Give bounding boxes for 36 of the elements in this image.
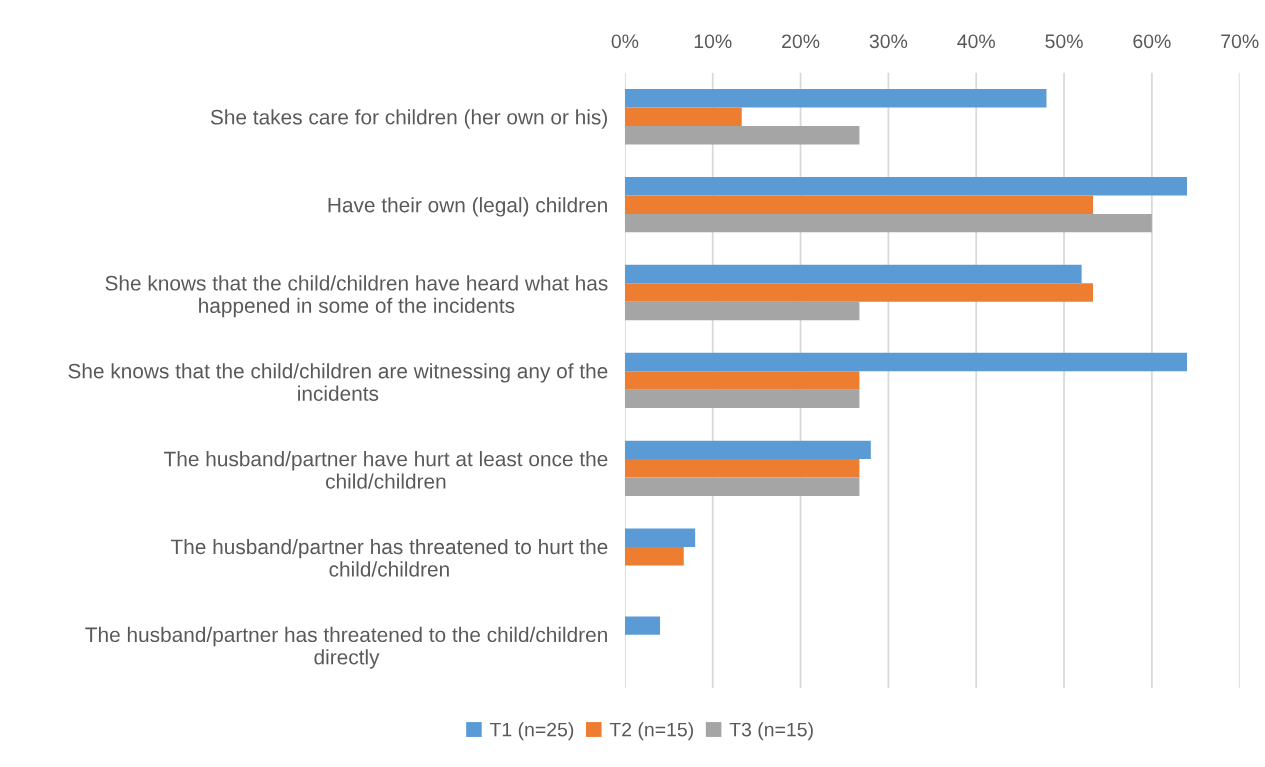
bar	[624, 195, 1094, 214]
bar	[624, 107, 742, 127]
y-tick-label: She knows that the child/children are witnessing any of the incidents	[68, 363, 608, 401]
bar	[624, 546, 684, 566]
bar	[624, 389, 860, 409]
y-tick-label: The husband/partner has threatened to hurt the child/children	[170, 538, 608, 577]
x-tick-label: 50%	[1045, 34, 1083, 49]
x-tick-label: 30%	[869, 34, 908, 49]
x-tick-label: 70%	[1221, 34, 1259, 49]
bar	[624, 264, 1082, 284]
x-tick-label: 0%	[611, 34, 639, 49]
x-tick-label: 40%	[957, 34, 995, 49]
x-tick-label: 60%	[1133, 34, 1171, 49]
bar	[624, 528, 696, 547]
bar	[624, 352, 1187, 372]
bar	[624, 477, 860, 496]
bar	[624, 89, 1047, 108]
bar	[624, 213, 1152, 233]
x-tick-label: 20%	[782, 34, 820, 49]
bar	[624, 440, 871, 460]
bar	[624, 459, 860, 478]
bar	[624, 177, 1187, 196]
bar	[624, 283, 1094, 302]
x-tick-label: 10%	[694, 34, 732, 49]
y-tick-label: Have their own (legal) children	[328, 197, 607, 217]
legend-label: T2 (n=15)	[609, 722, 693, 741]
bar	[624, 371, 860, 390]
bar	[624, 301, 860, 321]
legend-label: T3 (n=15)	[729, 722, 813, 741]
bar	[624, 616, 661, 635]
y-tick-label: The husband/partner have hurt at least once the child/children	[164, 451, 608, 489]
bar	[624, 126, 860, 145]
y-tick-label: She knows that the child/children have heard what has happened in some of the incidents	[105, 275, 608, 318]
y-tick-label: The husband/partner has threatened to the child/children directly	[85, 626, 607, 669]
legend-label: T1 (n=25)	[489, 722, 574, 741]
y-tick-label: She takes care for children (her own or his)	[210, 109, 607, 129]
